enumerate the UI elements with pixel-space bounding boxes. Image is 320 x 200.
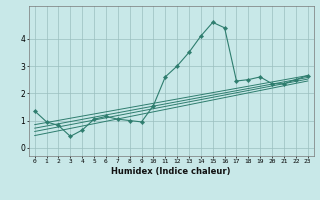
X-axis label: Humidex (Indice chaleur): Humidex (Indice chaleur) — [111, 167, 231, 176]
